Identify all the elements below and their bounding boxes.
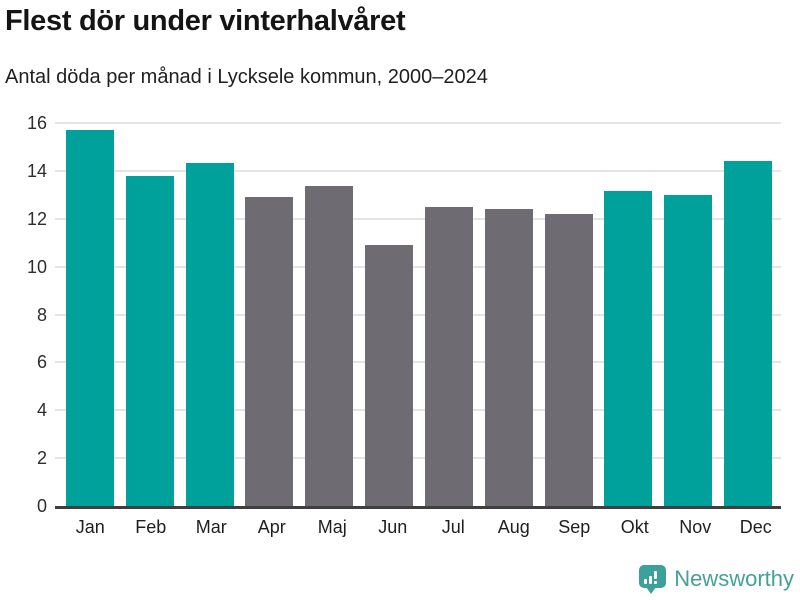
gridline [55, 265, 781, 268]
bar-dec [724, 161, 773, 506]
bar-nov [664, 194, 713, 506]
plot-area [55, 122, 781, 509]
bar-apr [245, 197, 294, 506]
x-tick-label: Okt [620, 517, 649, 537]
bar-sep [544, 213, 593, 506]
bar-jan [65, 130, 114, 506]
bar-feb [125, 175, 174, 506]
y-tick-label: 6 [36, 352, 47, 373]
x-tick-label: Jan [75, 517, 105, 537]
newsworthy-logo-icon [639, 565, 667, 594]
bar-slot [658, 123, 718, 506]
gridline [55, 217, 781, 220]
newsworthy-logo-text: Newsworthy [674, 566, 794, 591]
y-axis-labels: 0 2 4 6 8 10 12 14 16 [0, 114, 47, 515]
x-axis-labels: Jan Feb Mar Apr Maj Jun Jul Aug Sep Okt Nov Dec [55, 517, 789, 538]
bar-slot [539, 123, 599, 506]
bar-jun [365, 245, 414, 506]
y-tick-label: 2 [36, 448, 47, 469]
x-tick-label: Jul [441, 517, 465, 537]
gridline [55, 457, 781, 460]
bar-mar [185, 162, 234, 506]
bar-slot [180, 123, 240, 506]
chart-title: Flest dör under vinterhalvåret [5, 5, 406, 37]
bar-slot [60, 123, 120, 506]
x-tick-label: Apr [257, 517, 286, 537]
gridline [55, 169, 781, 172]
bar-okt [604, 191, 653, 506]
bar-jul [424, 206, 473, 506]
y-tick-label: 10 [26, 256, 47, 277]
y-tick-label: 0 [36, 496, 47, 516]
y-tick-label: 16 [26, 113, 47, 133]
bar-chart-exclamation-glyph [644, 571, 658, 584]
bar-slot [120, 123, 180, 506]
glyph-bar-small [644, 579, 648, 584]
x-tick-label: Aug [497, 517, 530, 537]
bar-slot [359, 123, 419, 506]
glyph-bar-medium [649, 576, 653, 584]
y-tick-label: 14 [26, 160, 47, 181]
x-tick-label: Nov [679, 517, 712, 537]
bar-slot [299, 123, 359, 506]
x-tick-label: Mar [195, 517, 227, 537]
bar-maj [305, 186, 354, 506]
bar-slot [419, 123, 479, 506]
gridline [55, 361, 781, 364]
bar-slot [718, 123, 778, 506]
y-tick-label: 8 [36, 304, 47, 325]
x-tick-label: Feb [135, 517, 167, 537]
x-tick-label: Maj [317, 517, 347, 537]
bar-slot [598, 123, 658, 506]
x-tick-label: Sep [558, 517, 591, 537]
newsworthy-logo[interactable]: Newsworthy [639, 562, 794, 598]
glyph-exclamation [654, 571, 658, 584]
x-axis-line [55, 506, 781, 509]
exclamation-stroke [654, 571, 658, 579]
y-tick-label: 4 [36, 400, 47, 421]
bar-slot [239, 123, 299, 506]
bar-slot [479, 123, 539, 506]
chart-subtitle: Antal döda per månad i Lycksele kommun, … [5, 66, 488, 88]
gridline [55, 409, 781, 412]
x-tick-label: Dec [739, 517, 772, 537]
exclamation-dot [654, 581, 658, 584]
gridline [55, 122, 781, 124]
speech-bubble-tail [646, 587, 657, 594]
gridline [55, 313, 781, 316]
gridlines [55, 122, 781, 506]
x-tick-label: Jun [378, 517, 408, 537]
bars-container [55, 123, 781, 506]
bar-aug [484, 209, 533, 506]
y-tick-label: 12 [26, 208, 47, 229]
